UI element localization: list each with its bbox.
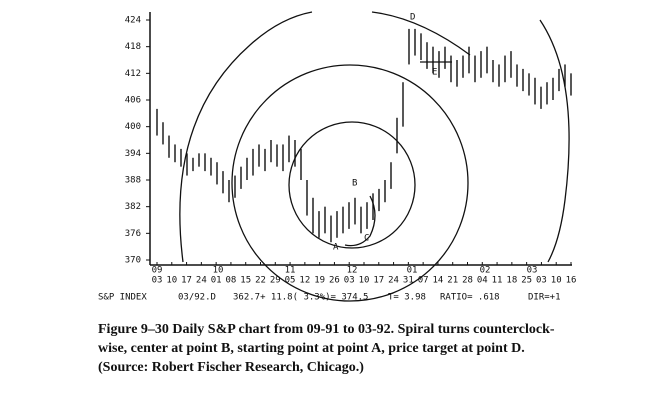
x-tick-label: 22 [255, 276, 266, 286]
x-tick-label: 31 [403, 276, 414, 286]
annotation: B [352, 179, 357, 189]
x-tick-label: 04 [477, 276, 488, 286]
x-tick-label: 21 [447, 276, 458, 286]
x-month-label: 11 [285, 266, 296, 276]
y-tick-label: 400 [125, 122, 141, 132]
x-tick-label: 14 [433, 276, 444, 286]
y-tick-label: 376 [125, 229, 141, 239]
x-tick-label: 10 [359, 276, 370, 286]
x-tick-label: 01 [211, 276, 222, 286]
x-tick-label: 03 [152, 276, 163, 286]
x-tick-label: 17 [373, 276, 384, 286]
x-tick-label: 11 [492, 276, 503, 286]
y-tick-label: 370 [125, 256, 141, 266]
x-tick-label: 16 [566, 276, 577, 286]
y-tick-label: 424 [125, 16, 141, 26]
x-month-label: 12 [347, 266, 358, 276]
footer-text: RATIO= .618 [440, 293, 500, 303]
footer-text: S&P INDEX [98, 293, 147, 303]
y-tick-label: 394 [125, 149, 141, 159]
annotation: A [333, 243, 339, 253]
spiral-outer [179, 11, 313, 263]
x-tick-label: 07 [418, 276, 429, 286]
spiral-ring [231, 64, 469, 302]
y-tick-label: 418 [125, 42, 141, 52]
x-tick-label: 18 [506, 276, 517, 286]
x-tick-label: 24 [196, 276, 207, 286]
caption: Figure 9–30 Daily S&P chart from 09-91 t… [98, 322, 555, 337]
y-tick-label: 388 [125, 176, 141, 186]
footer-text: T= 3.98 [388, 293, 426, 303]
footer-text: 362.7+ 11.8( 3.3%)= 374.5 [233, 293, 368, 303]
annotation: C [364, 234, 369, 244]
x-month-label: 09 [152, 266, 163, 276]
x-tick-label: 28 [462, 276, 473, 286]
y-tick-label: 406 [125, 96, 141, 106]
x-tick-label: 08 [226, 276, 237, 286]
x-month-label: 03 [527, 266, 538, 276]
spiral [179, 11, 570, 302]
caption: wise, center at point B, starting point … [98, 341, 525, 356]
spiral-outer [539, 19, 570, 263]
x-tick-label: 15 [240, 276, 251, 286]
x-tick-label: 25 [521, 276, 532, 286]
footer-text: DIR=+1 [528, 293, 561, 303]
x-tick-label: 10 [551, 276, 562, 286]
x-month-label: 01 [407, 266, 418, 276]
x-tick-label: 03 [536, 276, 547, 286]
spiral-ring [288, 121, 416, 249]
x-tick-label: 05 [285, 276, 296, 286]
y-tick-label: 382 [125, 202, 141, 212]
x-tick-label: 03 [344, 276, 355, 286]
spiral-outer [371, 11, 471, 56]
x-month-label: 10 [213, 266, 224, 276]
caption: (Source: Robert Fischer Research, Chicag… [98, 360, 364, 375]
spiral-start [344, 195, 376, 247]
footer-text: 03/92.D [178, 293, 216, 303]
y-tick-label: 412 [125, 69, 141, 79]
x-tick-label: 29 [270, 276, 281, 286]
x-month-label: 02 [480, 266, 491, 276]
annotation: E [432, 68, 437, 78]
x-tick-label: 12 [299, 276, 310, 286]
x-tick-label: 26 [329, 276, 340, 286]
x-tick-label: 17 [181, 276, 192, 286]
annotation: D [410, 13, 415, 23]
x-tick-label: 24 [388, 276, 399, 286]
x-tick-label: 19 [314, 276, 325, 286]
x-tick-label: 10 [166, 276, 177, 286]
